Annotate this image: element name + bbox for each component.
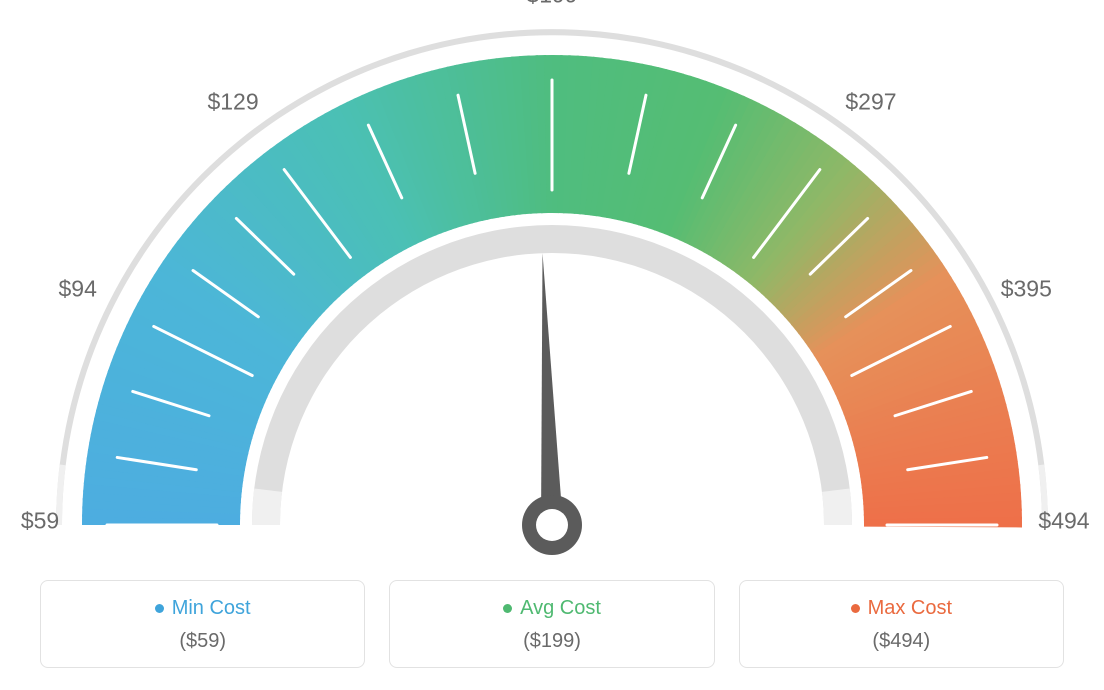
gauge-viewport: $59 $94 $129 $199 $297 $395 $494 xyxy=(0,0,1104,560)
legend-card-max: Max Cost ($494) xyxy=(739,580,1064,668)
legend-title-max: Max Cost xyxy=(851,597,952,620)
gauge-tick-label: $494 xyxy=(1038,508,1089,535)
dot-icon-avg xyxy=(503,604,512,613)
dot-icon-max xyxy=(851,604,860,613)
gauge-area: $59 $94 $129 $199 $297 $395 $494 xyxy=(0,0,1104,560)
legend-label-max: Max Cost xyxy=(868,597,952,620)
legend-value-max: ($494) xyxy=(740,630,1063,653)
legend-value-avg: ($199) xyxy=(390,630,713,653)
dot-icon-min xyxy=(155,604,164,613)
legend-label-avg: Avg Cost xyxy=(520,597,601,620)
cost-gauge-container: $59 $94 $129 $199 $297 $395 $494 Min Cost ($59… xyxy=(0,0,1104,690)
legend-label-min: Min Cost xyxy=(172,597,251,620)
gauge-tick-label: $129 xyxy=(207,88,258,115)
gauge-tick-label: $199 xyxy=(526,0,577,9)
legend-title-min: Min Cost xyxy=(155,597,251,620)
legend-row: Min Cost ($59) Avg Cost ($199) Max Cost … xyxy=(0,580,1104,668)
legend-value-min: ($59) xyxy=(41,630,364,653)
gauge-tick-label: $395 xyxy=(1001,275,1052,302)
gauge-tick-label: $297 xyxy=(845,88,896,115)
legend-card-min: Min Cost ($59) xyxy=(40,580,365,668)
legend-title-avg: Avg Cost xyxy=(503,597,601,620)
gauge-svg xyxy=(0,0,1104,560)
gauge-tick-label: $94 xyxy=(58,275,96,302)
legend-card-avg: Avg Cost ($199) xyxy=(389,580,714,668)
gauge-tick-label: $59 xyxy=(21,508,59,535)
